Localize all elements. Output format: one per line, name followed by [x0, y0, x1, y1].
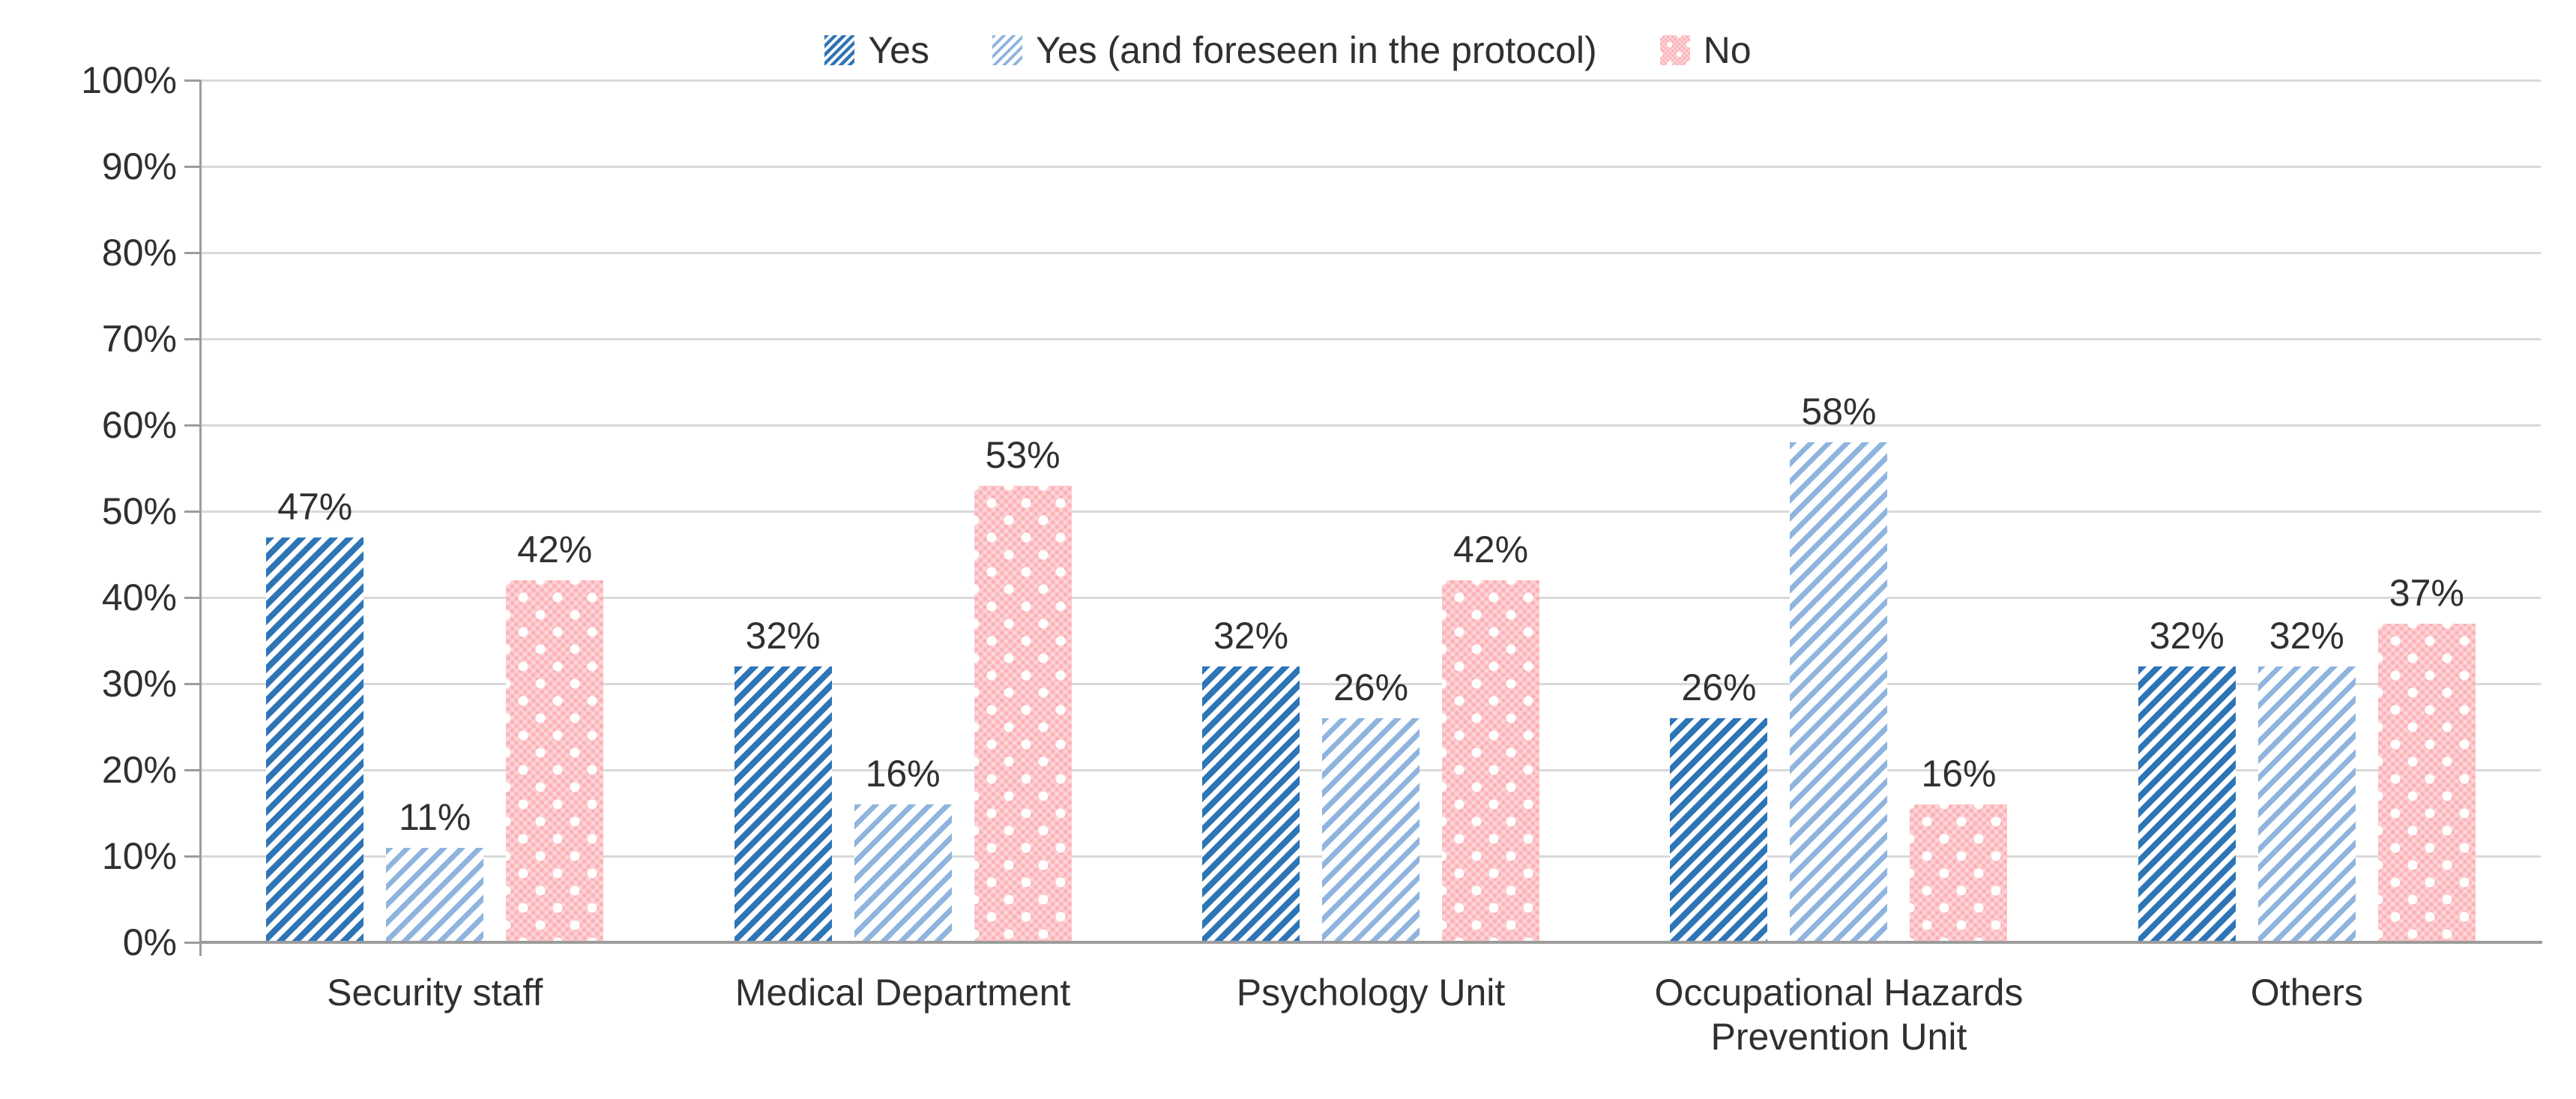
bar-value-label: 47%	[277, 485, 353, 528]
bar-value-label: 26%	[1333, 666, 1409, 708]
category-label: Medical Department	[735, 972, 1071, 1014]
gridline	[201, 166, 2541, 168]
gridline	[201, 683, 2541, 685]
y-axis-tick	[184, 683, 201, 685]
bar	[734, 666, 832, 942]
category-label: Security staff	[327, 972, 543, 1014]
y-axis-tick-label: 30%	[101, 663, 177, 705]
legend-label: No	[1703, 29, 1752, 71]
bar-value-label: 32%	[2149, 615, 2224, 657]
y-axis-tick	[184, 769, 201, 771]
bar	[506, 580, 604, 942]
bar	[2377, 623, 2476, 942]
bar-value-label: 58%	[1801, 391, 1877, 433]
bar	[1670, 718, 1768, 942]
bar-value-label: 42%	[1453, 529, 1529, 570]
bar	[854, 804, 952, 942]
bar	[1202, 666, 1300, 942]
bar-value-label: 53%	[985, 433, 1061, 476]
bar-value-label: 42%	[517, 529, 593, 570]
legend-label: Yes	[868, 29, 929, 71]
y-axis-tick	[184, 252, 201, 254]
y-axis-tick	[184, 338, 201, 340]
y-axis-tick-label: 20%	[101, 749, 177, 791]
legend-item: Yes (and foreseen in the protocol)	[992, 28, 1597, 72]
bar-value-label: 16%	[1921, 753, 1997, 795]
bar	[386, 847, 484, 942]
y-axis-tick-label: 80%	[101, 232, 177, 274]
gridline	[201, 252, 2541, 254]
bar	[2138, 666, 2236, 942]
y-axis-tick-label: 100%	[81, 59, 177, 101]
legend-item: Yes	[824, 28, 929, 72]
legend-swatch-yes	[824, 35, 855, 65]
y-axis-tick	[184, 424, 201, 427]
bar-value-label: 32%	[1213, 615, 1289, 657]
legend-item: No	[1659, 28, 1752, 72]
bar-value-label: 26%	[1681, 666, 1757, 708]
legend-label: Yes (and foreseen in the protocol)	[1036, 29, 1597, 71]
y-axis-tick-label: 40%	[101, 576, 177, 618]
category-axis-labels: Security staff Medical Department Psycholo…	[201, 971, 2541, 1059]
y-axis-tick-label: 60%	[101, 404, 177, 446]
bar	[2257, 666, 2356, 942]
y-axis-tick-label: 0%	[122, 921, 177, 963]
bar-value-label: 32%	[2269, 615, 2344, 657]
y-axis-tick	[184, 942, 201, 944]
bar-group: 32% 16% 53%	[669, 80, 1136, 942]
bar	[266, 537, 364, 942]
bar-group: 47% 11% 42%	[201, 80, 669, 942]
bar-groups: 47% 11% 42% 32% 16% 53% 32% 26% 42% 26% 58% 16% 32% 3…	[201, 80, 2541, 942]
y-axis-tick-label: 50%	[101, 490, 177, 532]
category-label: Psychology Unit	[1236, 972, 1506, 1014]
y-axis-tick-label: 90%	[101, 145, 177, 187]
gridline	[201, 79, 2541, 82]
bar-value-label: 37%	[2389, 571, 2464, 614]
gridline	[201, 338, 2541, 340]
legend-swatch-yes-and-foreseen-in-the-protocol	[992, 35, 1022, 65]
gridline	[201, 597, 2541, 599]
bar-group: 32% 32% 37%	[2073, 80, 2541, 942]
y-axis-tick	[184, 855, 201, 858]
category-label: Others	[2250, 972, 2363, 1014]
category-label: Occupational Hazards Prevention Unit	[1654, 972, 2024, 1058]
gridline	[201, 424, 2541, 427]
bar-value-label: 32%	[745, 615, 821, 657]
x-axis-line	[199, 941, 2542, 944]
y-axis-tick	[184, 597, 201, 599]
bar-group: 26% 58% 16%	[1605, 80, 2072, 942]
bar	[1910, 804, 2008, 942]
y-axis-tick-label: 10%	[101, 835, 177, 877]
gridline	[201, 511, 2541, 513]
y-axis-tick-label: 70%	[101, 318, 177, 360]
bar	[974, 485, 1072, 942]
bar-value-label: 11%	[399, 795, 471, 838]
y-axis-tick	[184, 511, 201, 513]
bar	[1442, 580, 1540, 942]
bar	[1322, 718, 1420, 942]
legend: Yes Yes (and foreseen in the protocol) No	[0, 28, 2576, 72]
legend-swatch-no	[1659, 35, 1690, 65]
plot-area: 47% 11% 42% 32% 16% 53% 32% 26% 42% 26% 58% 16% 32% 3…	[201, 79, 2541, 942]
y-axis-line	[199, 80, 202, 956]
bar-value-label: 16%	[865, 753, 941, 795]
bar-group: 32% 26% 42%	[1137, 80, 1605, 942]
y-axis-tick	[184, 166, 201, 168]
y-axis-tick	[184, 79, 201, 82]
bar	[1790, 442, 1888, 942]
